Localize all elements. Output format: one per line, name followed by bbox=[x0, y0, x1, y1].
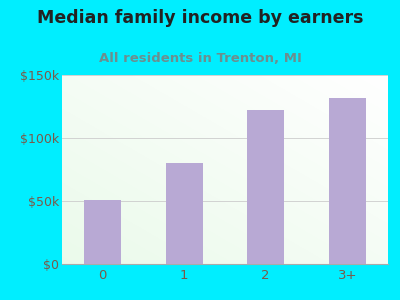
Text: Median family income by earners: Median family income by earners bbox=[37, 9, 363, 27]
Bar bbox=[166, 163, 202, 264]
Bar bbox=[248, 110, 284, 264]
Text: All residents in Trenton, MI: All residents in Trenton, MI bbox=[98, 52, 302, 65]
Bar bbox=[84, 200, 121, 264]
Bar bbox=[329, 98, 366, 264]
